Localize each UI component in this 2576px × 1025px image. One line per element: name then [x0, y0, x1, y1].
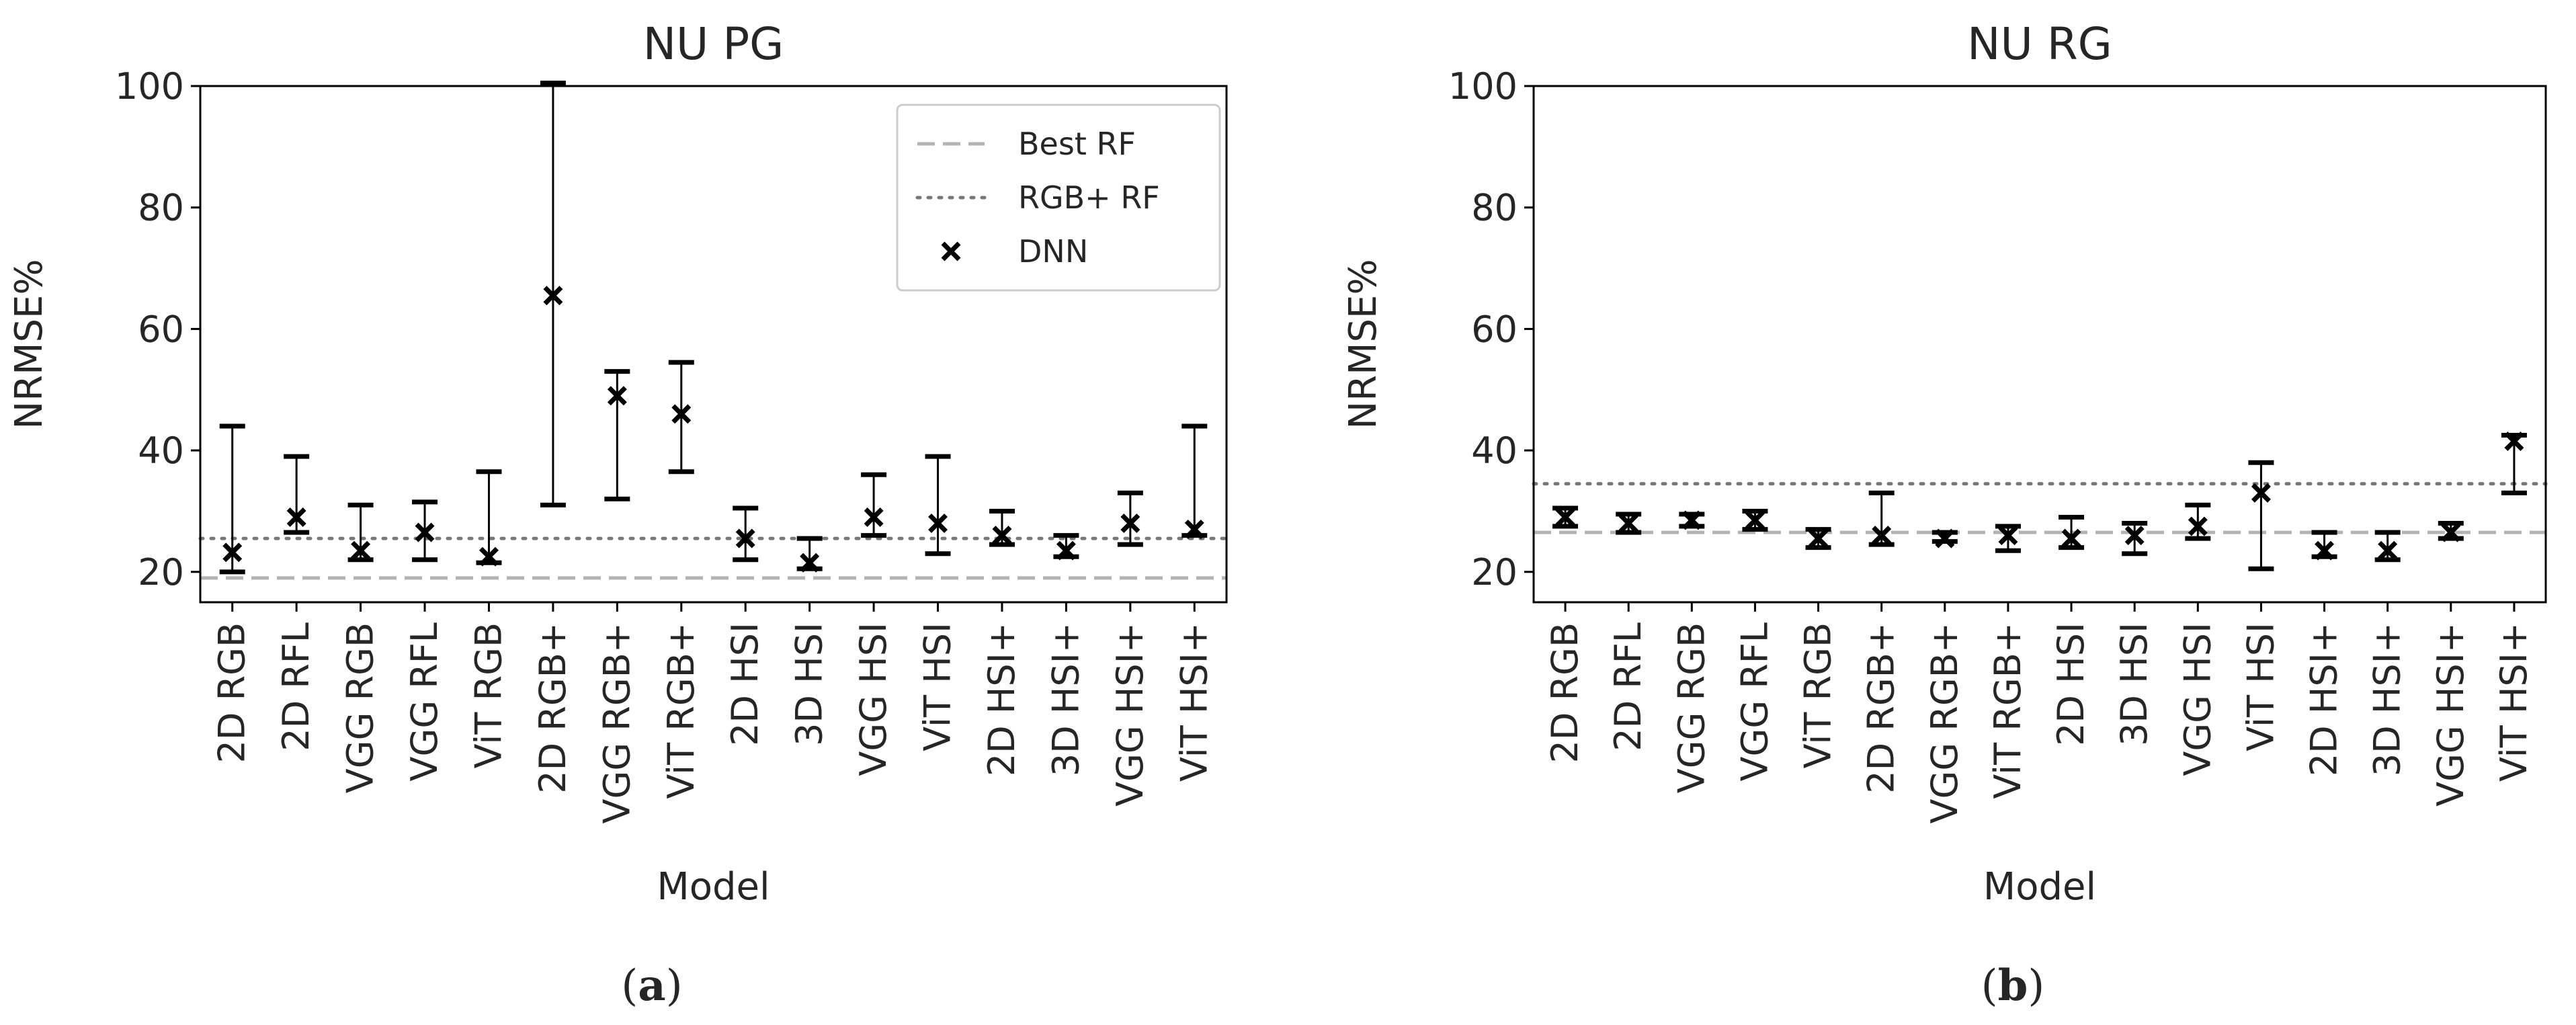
y-tick-label: 40	[138, 429, 184, 472]
x-tick-label: 3D HSI	[2113, 622, 2155, 746]
panel-label-paren: )	[2028, 961, 2044, 1011]
y-axis-label: NRMSE%	[1341, 259, 1385, 429]
x-tick-label: VGG RGB+	[1923, 622, 1966, 823]
y-tick-label: 100	[115, 65, 184, 108]
data-point-x-marker	[928, 514, 948, 534]
x-tick-label: 2D HSI	[724, 622, 766, 746]
data-point-x-marker	[992, 526, 1012, 546]
data-point-x-marker	[415, 522, 435, 542]
x-tick-label: 2D RGB+	[1860, 622, 1903, 794]
x-tick-label: 3D HSI	[788, 622, 831, 746]
x-tick-label: ViT HSI+	[2493, 622, 2535, 782]
data-point-x-marker	[543, 286, 563, 306]
data-point-x-marker	[1184, 520, 1204, 540]
panel-label-letter: b	[1998, 960, 2028, 1011]
data-point-x-marker	[1120, 514, 1140, 534]
x-tick-label: ViT HSI	[2239, 622, 2282, 751]
data-point-x-marker	[286, 507, 306, 527]
x-tick-label: ViT HSI	[917, 622, 959, 751]
plot-area-frame	[199, 85, 1228, 604]
data-point-x-marker	[800, 552, 820, 573]
y-tick-label: 100	[1448, 65, 1518, 108]
x-tick-label: 2D RGB	[211, 622, 253, 764]
y-tick-label: 20	[1471, 551, 1518, 593]
chart-panel-1: NU PG 2D RGB 2D RFL VGG RGB VGG RFL ViT RGB 2D…	[7, 18, 1229, 1011]
chart-panel-2: NU RG 2D RGB 2D RFL VGG RGB VGG RFL ViT RGB 2D…	[1341, 18, 2548, 1011]
x-tick-label: ViT RGB	[1797, 622, 1839, 768]
x-tick-label: VGG RGB	[1670, 622, 1712, 793]
legend-entry-label: DNN	[1018, 233, 1088, 270]
data-point-x-marker	[2315, 540, 2335, 561]
data-point-x-marker	[1935, 528, 1955, 548]
legend-swatch-marker	[941, 241, 961, 261]
data-point-x-marker	[671, 404, 692, 424]
data-point-x-marker	[864, 507, 884, 527]
x-tick-label: 2D RFL	[1607, 622, 1649, 751]
x-tick-label: 2D RGB+	[532, 622, 574, 794]
data-point-x-marker	[351, 540, 371, 561]
x-tick-label: VGG HSI	[2176, 622, 2218, 776]
x-tick-label: 2D HSI+	[981, 622, 1023, 776]
data-point-x-marker	[1555, 507, 1575, 527]
x-tick-label: ViT HSI+	[1173, 622, 1215, 782]
y-tick-label: 40	[1471, 429, 1518, 472]
panel-label: (b)	[1981, 960, 2045, 1011]
chart-title: NU RG	[1967, 18, 2112, 70]
y-tick-label: 60	[138, 308, 184, 350]
data-point-x-marker	[2124, 526, 2145, 546]
x-tick-label: VGG RFL	[1733, 622, 1776, 781]
data-point-x-marker	[2378, 540, 2398, 561]
data-point-x-marker	[1745, 510, 1765, 530]
x-tick-label: ViT RGB	[467, 622, 509, 768]
data-point-x-marker	[2061, 528, 2081, 548]
data-point-x-marker	[222, 542, 243, 563]
x-tick-label: 2D RFL	[275, 622, 317, 751]
x-axis-label: Model	[1983, 865, 2096, 909]
y-axis-label: NRMSE%	[7, 259, 51, 429]
data-point-x-marker	[1681, 510, 1702, 530]
data-point-x-marker	[479, 546, 499, 567]
data-point-x-marker	[2441, 522, 2461, 542]
legend-entry-label: RGB+ RF	[1018, 179, 1160, 216]
x-tick-label: VGG HSI	[852, 622, 895, 776]
panel-label-paren: (	[1981, 961, 1998, 1011]
data-point-x-marker	[2504, 432, 2524, 452]
data-point-x-marker	[735, 528, 755, 548]
x-tick-label: VGG RGB	[339, 622, 382, 793]
legend-box	[896, 104, 1221, 292]
legend: Best RF RGB+ RF DNN	[896, 104, 1221, 292]
data-point-x-marker	[1809, 528, 1829, 548]
x-tick-label: 2D RGB	[1544, 622, 1586, 764]
y-tick-label: 60	[1471, 308, 1518, 350]
panel-label-paren: )	[666, 961, 683, 1011]
x-tick-label: ViT RGB+	[1987, 622, 2029, 799]
x-axis-label: Model	[657, 865, 770, 909]
data-point-x-marker	[607, 386, 627, 406]
x-tick-label: 2D HSI	[2050, 622, 2092, 746]
y-tick-label: 20	[138, 551, 184, 593]
legend-entry-label: Best RF	[1018, 126, 1136, 162]
y-tick-label: 80	[1471, 187, 1518, 229]
x-tick-label: VGG RGB+	[595, 622, 638, 823]
x-tick-label: 3D HSI+	[1044, 622, 1087, 776]
x-tick-label: VGG HSI+	[1109, 622, 1151, 807]
data-point-x-marker	[1618, 514, 1638, 534]
chart-title: NU PG	[643, 18, 784, 70]
x-tick-label: VGG RFL	[403, 622, 446, 781]
panel-label-letter: a	[638, 960, 665, 1011]
x-tick-label: 2D HSI+	[2303, 622, 2345, 776]
data-point-x-marker	[1998, 526, 2018, 546]
x-tick-label: 3D HSI+	[2366, 622, 2409, 776]
panel-label-paren: (	[621, 961, 638, 1011]
x-tick-label: VGG HSI+	[2429, 622, 2472, 807]
data-point-x-marker	[2251, 483, 2271, 503]
panel-label: (a)	[621, 960, 682, 1011]
data-point-x-marker	[2188, 516, 2208, 536]
y-tick-label: 80	[138, 187, 184, 229]
data-point-x-marker	[1872, 526, 1892, 546]
data-point-x-marker	[1056, 540, 1076, 561]
x-tick-label: ViT RGB+	[660, 622, 702, 799]
plot-area-frame	[1532, 85, 2547, 604]
